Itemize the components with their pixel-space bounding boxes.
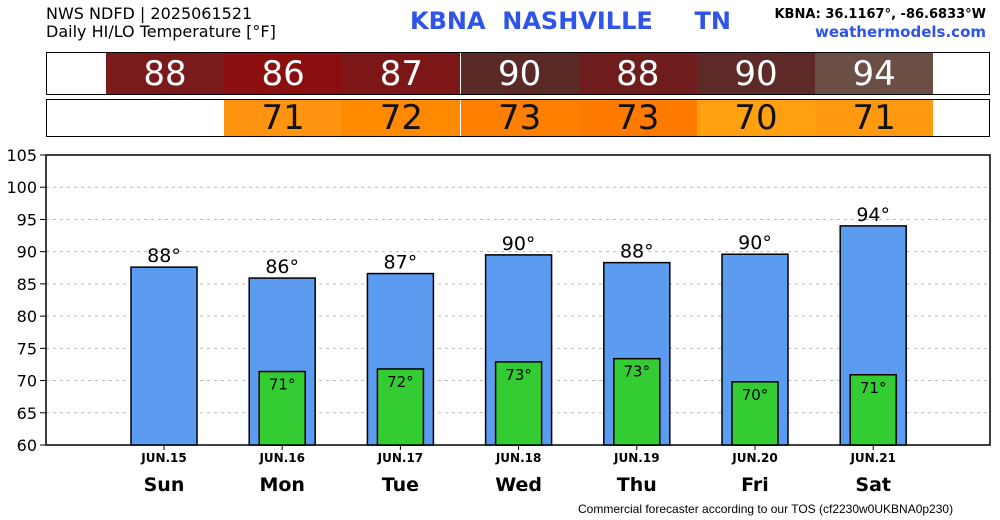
day-label: Sun xyxy=(144,474,185,496)
high-bar-label: 88° xyxy=(147,245,181,267)
low-bar xyxy=(731,381,779,446)
product-subtitle: Daily HI/LO Temperature [°F] xyxy=(46,22,276,41)
high-temp-cell-4: 88 xyxy=(578,53,697,94)
day-label: Fri xyxy=(741,474,769,496)
y-tick-label: 65 xyxy=(17,404,37,423)
station-coordinates: KBNA: 36.1167°, -86.6833°W xyxy=(774,7,986,22)
high-temp-strip: 88 86 87 90 88 90 94 xyxy=(46,52,990,95)
low-temp-cell-6: 71 xyxy=(815,98,934,138)
high-temp-cell-6: 94 xyxy=(815,53,934,94)
high-bar-label: 90° xyxy=(502,233,536,255)
low-bar xyxy=(613,357,661,446)
date-label: JUN.21 xyxy=(849,451,896,465)
high-temp-cell-1: 86 xyxy=(224,53,343,94)
low-bar-label: 71° xyxy=(860,379,887,397)
date-label: JUN.16 xyxy=(258,451,305,465)
date-label: JUN.19 xyxy=(613,451,660,465)
y-tick-label: 105 xyxy=(6,146,37,165)
high-temp-cell-0: 88 xyxy=(106,53,224,94)
y-tick-label: 70 xyxy=(17,372,37,391)
y-tick-label: 75 xyxy=(17,339,37,358)
high-temp-cell-3: 90 xyxy=(460,53,579,94)
y-tick-label: 60 xyxy=(17,436,37,455)
low-bar-label: 72° xyxy=(387,373,414,391)
day-label: Thu xyxy=(617,474,657,496)
product-title: NWS NDFD | 2025061521 xyxy=(46,4,253,23)
site-link[interactable]: weathermodels.com xyxy=(814,23,986,41)
date-label: JUN.18 xyxy=(495,451,542,465)
date-label: JUN.20 xyxy=(731,451,778,465)
day-label: Wed xyxy=(495,474,542,496)
high-bar-label: 94° xyxy=(856,204,890,226)
high-bar-label: 86° xyxy=(265,256,299,278)
day-label: Mon xyxy=(259,474,305,496)
footer-note: Commercial forecaster according to our T… xyxy=(578,502,954,516)
low-temp-cell-1: 71 xyxy=(224,98,343,138)
date-label: JUN.17 xyxy=(377,451,424,465)
y-tick-label: 95 xyxy=(17,210,37,229)
y-tick-label: 90 xyxy=(17,243,37,262)
high-bar-label: 88° xyxy=(620,241,654,263)
low-temp-strip: 71 72 73 73 70 71 xyxy=(46,98,990,138)
low-bar-label: 73° xyxy=(624,363,651,381)
high-bar-label: 90° xyxy=(738,232,772,254)
low-temp-cell-5: 70 xyxy=(697,98,815,138)
low-temp-cell-2: 72 xyxy=(342,98,461,138)
station-name: KBNA NASHVILLE TN xyxy=(410,7,732,35)
high-bar-label: 87° xyxy=(384,252,418,274)
low-bar-label: 70° xyxy=(742,386,769,404)
high-bar xyxy=(130,266,198,446)
low-bar xyxy=(849,374,897,446)
y-tick-label: 100 xyxy=(6,178,37,197)
low-bar-label: 71° xyxy=(269,376,296,394)
high-temp-cell-2: 87 xyxy=(342,53,461,94)
y-tick-label: 80 xyxy=(17,307,37,326)
high-temp-cell-5: 90 xyxy=(697,53,815,94)
low-temp-cell-4: 73 xyxy=(578,98,697,138)
date-label: JUN.15 xyxy=(140,451,187,465)
y-tick-label: 85 xyxy=(17,275,37,294)
day-label: Sat xyxy=(855,474,891,496)
low-bar xyxy=(376,368,425,446)
day-label: Tue xyxy=(382,474,419,496)
low-temp-cell-3: 73 xyxy=(460,98,579,138)
low-bar xyxy=(258,370,306,446)
low-bar-label: 73° xyxy=(505,366,532,384)
